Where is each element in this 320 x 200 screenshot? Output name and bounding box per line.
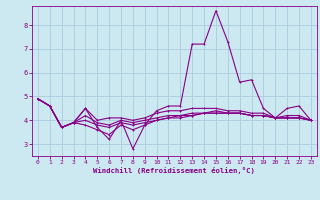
X-axis label: Windchill (Refroidissement éolien,°C): Windchill (Refroidissement éolien,°C) xyxy=(93,167,255,174)
